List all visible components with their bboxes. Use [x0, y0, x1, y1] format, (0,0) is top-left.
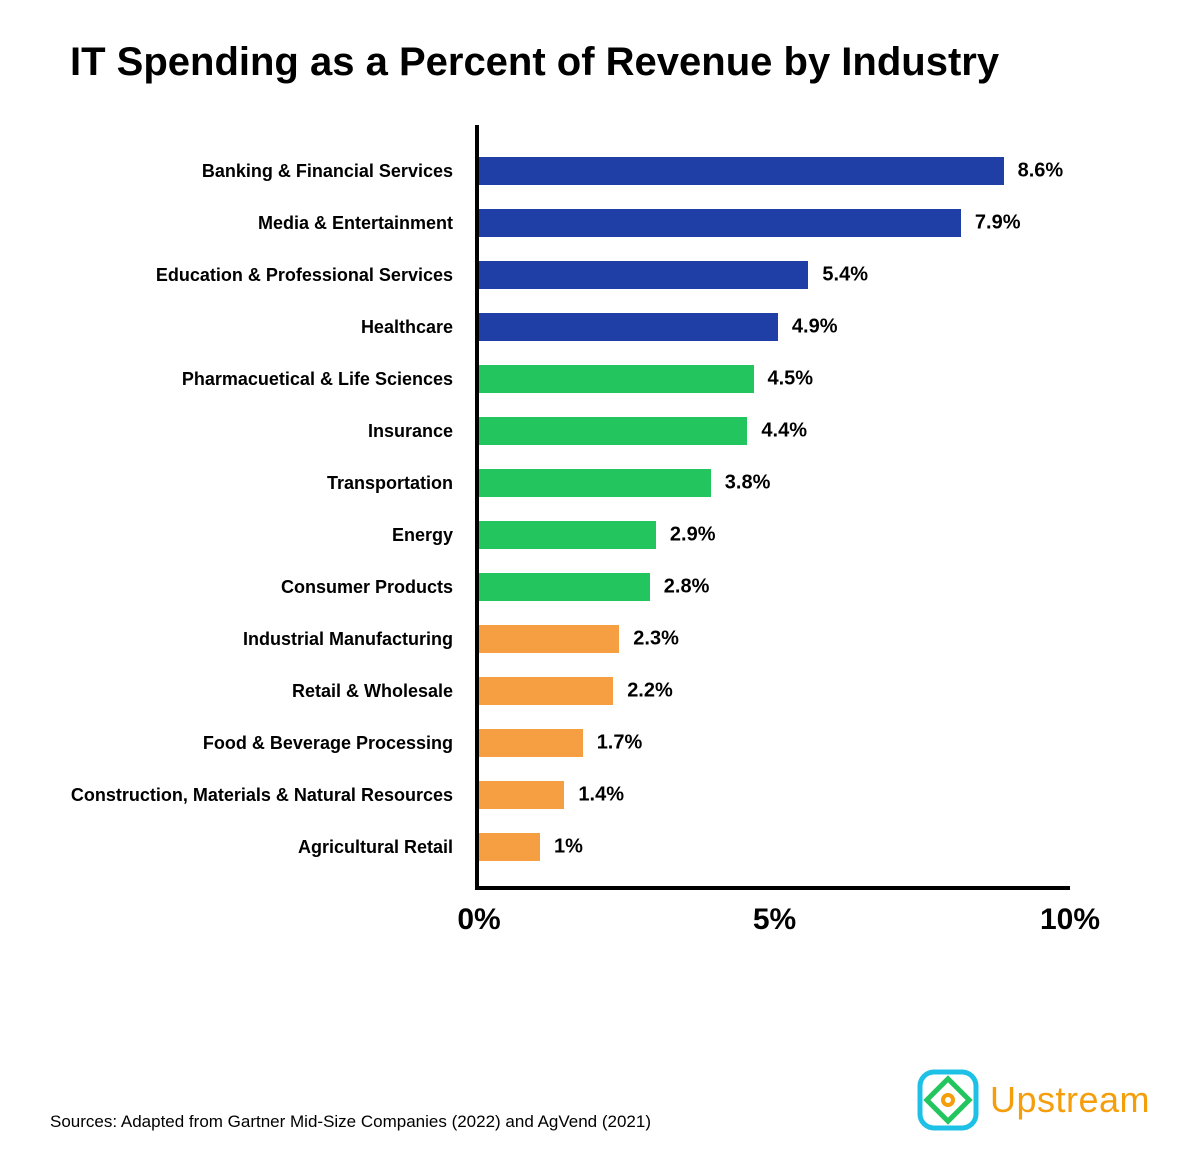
bar: [479, 677, 613, 705]
bar-row: Media & Entertainment 7.9%: [60, 197, 1150, 249]
bar-value-label: 7.9%: [975, 212, 1021, 235]
bar-container: 3.8%: [479, 469, 1150, 497]
logo: Upstream: [916, 1068, 1150, 1132]
bar: [479, 469, 711, 497]
bar: [479, 781, 564, 809]
bar-container: 2.8%: [479, 573, 1150, 601]
bar-row: Pharmacuetical & Life Sciences 4.5%: [60, 353, 1150, 405]
chart-title: IT Spending as a Percent of Revenue by I…: [70, 40, 1150, 85]
bar: [479, 833, 540, 861]
bar: [479, 729, 583, 757]
category-label: Pharmacuetical & Life Sciences: [60, 369, 465, 390]
bar-container: 4.4%: [479, 417, 1150, 445]
bar-value-label: 2.8%: [664, 576, 710, 599]
bar: [479, 521, 656, 549]
bar: [479, 209, 961, 237]
category-label: Energy: [60, 525, 465, 546]
category-label: Healthcare: [60, 317, 465, 338]
bar-row: Retail & Wholesale 2.2%: [60, 665, 1150, 717]
sources-text: Sources: Adapted from Gartner Mid-Size C…: [50, 1112, 651, 1132]
bar-container: 5.4%: [479, 261, 1150, 289]
category-label: Transportation: [60, 473, 465, 494]
bar-value-label: 1.4%: [578, 784, 624, 807]
bar-value-label: 2.2%: [627, 680, 673, 703]
bar: [479, 261, 808, 289]
logo-text: Upstream: [990, 1079, 1150, 1121]
bar-container: 4.9%: [479, 313, 1150, 341]
bar-row: Energy 2.9%: [60, 509, 1150, 561]
category-label: Industrial Manufacturing: [60, 629, 465, 650]
bar-value-label: 2.3%: [633, 628, 679, 651]
bar-container: 1.7%: [479, 729, 1150, 757]
bar-value-label: 1.7%: [597, 732, 643, 755]
bar-value-label: 8.6%: [1018, 160, 1064, 183]
x-tick-label: 0%: [457, 903, 500, 937]
bar-row: Industrial Manufacturing 2.3%: [60, 613, 1150, 665]
bar: [479, 417, 747, 445]
bar: [479, 573, 650, 601]
bar: [479, 365, 754, 393]
bar-row: Insurance 4.4%: [60, 405, 1150, 457]
x-axis: [475, 886, 1070, 890]
bar-row: Consumer Products 2.8%: [60, 561, 1150, 613]
bar-value-label: 5.4%: [822, 264, 868, 287]
upstream-logo-icon: [916, 1068, 980, 1132]
bar-container: 8.6%: [479, 157, 1150, 185]
category-label: Insurance: [60, 421, 465, 442]
chart-area: Banking & Financial Services 8.6% Media & …: [60, 125, 1150, 945]
category-label: Construction, Materials & Natural Resour…: [60, 785, 465, 806]
footer: Sources: Adapted from Gartner Mid-Size C…: [50, 1068, 1150, 1132]
bar-row: Construction, Materials & Natural Resour…: [60, 769, 1150, 821]
bar-row: Food & Beverage Processing 1.7%: [60, 717, 1150, 769]
bar-row: Banking & Financial Services 8.6%: [60, 145, 1150, 197]
bar-value-label: 3.8%: [725, 472, 771, 495]
bar-container: 4.5%: [479, 365, 1150, 393]
category-label: Media & Entertainment: [60, 213, 465, 234]
bar-row: Education & Professional Services 5.4%: [60, 249, 1150, 301]
bar-row: Healthcare 4.9%: [60, 301, 1150, 353]
bar-container: 1%: [479, 833, 1150, 861]
bar-container: 7.9%: [479, 209, 1150, 237]
bar-container: 2.3%: [479, 625, 1150, 653]
bar-row: Transportation 3.8%: [60, 457, 1150, 509]
bar-container: 2.2%: [479, 677, 1150, 705]
bar-value-label: 2.9%: [670, 524, 716, 547]
bar-row: Agricultural Retail 1%: [60, 821, 1150, 873]
bar-value-label: 4.5%: [768, 368, 814, 391]
bar-value-label: 4.9%: [792, 316, 838, 339]
x-tick-label: 10%: [1040, 903, 1100, 937]
category-label: Retail & Wholesale: [60, 681, 465, 702]
bar: [479, 313, 778, 341]
bar-value-label: 4.4%: [761, 420, 807, 443]
bar: [479, 157, 1004, 185]
bar-rows: Banking & Financial Services 8.6% Media & …: [60, 145, 1150, 873]
bar-container: 2.9%: [479, 521, 1150, 549]
category-label: Banking & Financial Services: [60, 161, 465, 182]
category-label: Agricultural Retail: [60, 837, 465, 858]
category-label: Food & Beverage Processing: [60, 733, 465, 754]
category-label: Education & Professional Services: [60, 265, 465, 286]
bar-value-label: 1%: [554, 836, 583, 859]
bar: [479, 625, 619, 653]
bar-container: 1.4%: [479, 781, 1150, 809]
x-ticks: 0%5%10%: [479, 895, 1070, 945]
category-label: Consumer Products: [60, 577, 465, 598]
x-tick-label: 5%: [753, 903, 796, 937]
